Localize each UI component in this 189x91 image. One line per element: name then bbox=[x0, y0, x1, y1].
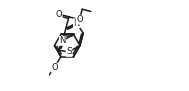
Text: O: O bbox=[76, 15, 83, 24]
Text: O: O bbox=[51, 63, 58, 72]
Text: N: N bbox=[73, 19, 80, 28]
Text: S: S bbox=[66, 47, 72, 56]
Text: O: O bbox=[56, 10, 62, 19]
Text: N: N bbox=[59, 36, 66, 45]
